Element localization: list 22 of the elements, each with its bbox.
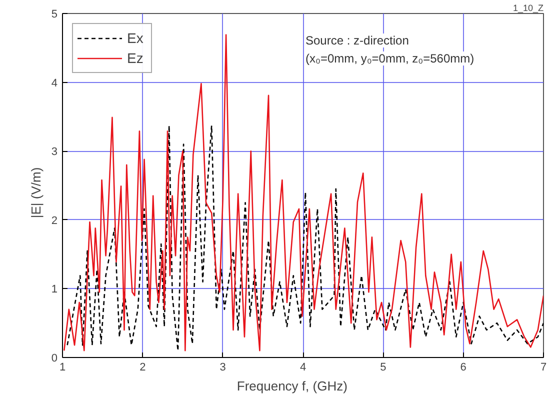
x-axis-title: Frequency f, (GHz) <box>236 378 348 394</box>
x-tick-label: 6 <box>460 362 466 374</box>
legend-label: Ez <box>127 50 144 66</box>
line-series <box>63 34 544 352</box>
annotation: Source : z-direction <box>306 34 409 48</box>
x-tick-label: 7 <box>540 362 547 374</box>
y-tick-label: 5 <box>51 8 58 20</box>
annotation: (x₀=0mm, y₀=0mm, z₀=560mm) <box>306 52 474 66</box>
x-tick-label: 3 <box>220 362 226 374</box>
x-tick-label: 4 <box>300 362 306 374</box>
y-tick-label: 3 <box>51 146 58 158</box>
y-tick-label: 4 <box>51 77 58 90</box>
x-tick-label: 5 <box>380 362 386 374</box>
y-tick-label: 0 <box>51 352 58 364</box>
line-series <box>66 124 544 352</box>
y-tick-label: 2 <box>51 214 58 227</box>
y-axis-title: |E| (V/m) <box>28 167 44 218</box>
x-tick-label: 1 <box>59 362 66 374</box>
text: 1_10_Z <box>512 3 544 13</box>
x-tick-label: 2 <box>140 362 146 374</box>
legend-label: Ex <box>127 30 144 46</box>
y-tick-label: 1 <box>51 284 58 296</box>
